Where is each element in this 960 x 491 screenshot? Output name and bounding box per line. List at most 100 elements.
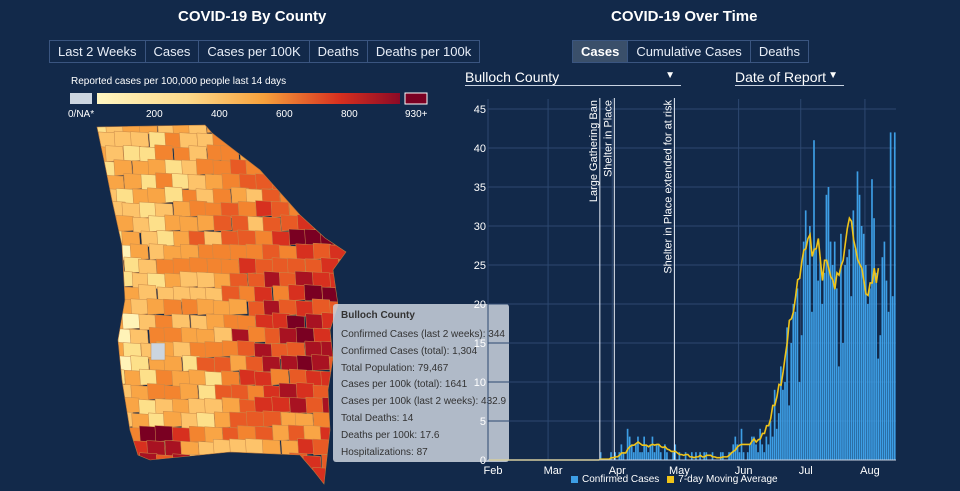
x-tick-label: Jun <box>735 465 753 477</box>
x-axis: Feb Mar Apr May Jun Jul Aug <box>484 465 880 477</box>
tab-cases[interactable]: Cases <box>146 41 200 62</box>
tab-deaths-per-100k[interactable]: Deaths per 100k <box>375 44 472 59</box>
tooltip-line: Total Deaths: 14 <box>341 412 414 424</box>
y-tick-label: 20 <box>474 299 486 311</box>
case-bar <box>804 210 807 460</box>
case-bar <box>842 343 844 460</box>
case-bar <box>759 428 761 460</box>
case-bar <box>800 335 803 460</box>
case-bar <box>867 304 869 460</box>
tab-chart-cumulative-cases[interactable]: Cumulative Cases <box>628 41 751 62</box>
case-bar <box>819 257 822 460</box>
legend-tick-800: 800 <box>341 109 358 120</box>
case-bar <box>815 249 817 460</box>
case-bar <box>782 389 784 460</box>
case-bar <box>610 452 612 460</box>
case-bar <box>659 452 662 460</box>
case-bar <box>891 296 894 460</box>
case-bar <box>821 304 824 460</box>
tab-chart-cases[interactable]: Cases <box>573 41 629 62</box>
x-tick-label: Apr <box>609 465 626 477</box>
legend-max-swatch <box>404 92 428 105</box>
county-shape[interactable] <box>130 131 150 148</box>
case-bar <box>678 452 681 460</box>
case-bar <box>877 358 880 460</box>
x-tick-label: May <box>669 465 690 477</box>
case-bar <box>763 452 766 460</box>
case-bar <box>780 366 782 460</box>
case-bar <box>730 452 732 460</box>
county-shape[interactable] <box>212 214 233 232</box>
case-bar <box>809 226 811 460</box>
county-shape[interactable] <box>179 383 199 400</box>
legend-cases-label: Confirmed Cases <box>582 474 660 485</box>
tab-cases-per-100k[interactable]: Cases per 100K <box>199 41 310 62</box>
case-bar <box>734 436 737 460</box>
date-type-select[interactable]: Date of Report ▼ <box>735 69 844 86</box>
tooltip-line: Confirmed Cases (total): 1,304 <box>341 345 478 357</box>
case-bar <box>848 249 851 460</box>
county-shape[interactable] <box>124 369 144 387</box>
case-bar <box>827 187 830 460</box>
case-bar <box>746 452 749 460</box>
x-tick-label: Feb <box>484 465 503 477</box>
case-bar <box>628 436 631 460</box>
county-shape[interactable] <box>163 355 183 373</box>
legend-tick-400: 400 <box>211 109 228 120</box>
case-bar <box>599 452 602 460</box>
case-bar <box>846 257 848 460</box>
case-bar <box>738 452 741 460</box>
x-tick-label: Aug <box>860 465 880 477</box>
tooltip-line: Total Population: 79,467 <box>341 362 449 374</box>
legend-cases-swatch <box>571 476 578 483</box>
case-bar <box>748 444 751 460</box>
case-bar <box>765 436 768 460</box>
y-tick-label: 0 <box>480 455 486 467</box>
case-bar <box>771 436 774 460</box>
tab-deaths[interactable]: Deaths <box>310 41 368 62</box>
case-bar <box>871 179 873 460</box>
case-bar <box>666 452 668 460</box>
case-bar <box>794 311 797 460</box>
case-bar <box>751 436 753 460</box>
county-shape[interactable] <box>129 243 149 261</box>
y-tick-label: 45 <box>474 104 486 116</box>
county-shape-na[interactable] <box>150 342 166 361</box>
case-bar <box>858 194 861 461</box>
case-bar <box>823 272 826 460</box>
chart-legend: Confirmed Cases 7-day Moving Average <box>571 474 778 485</box>
chart-title: COVID-19 Over Time <box>611 8 758 25</box>
case-bar <box>651 436 654 460</box>
tab-last-2-weeks[interactable]: Last 2 Weeks <box>50 41 146 62</box>
case-bar <box>719 452 722 460</box>
case-bar <box>643 436 645 460</box>
legend-na-label: 0/NA* <box>68 109 95 120</box>
case-bar <box>635 444 637 460</box>
y-tick-label: 25 <box>474 260 486 272</box>
case-bar <box>632 452 635 460</box>
county-select[interactable]: Bulloch County ▼ <box>465 69 681 86</box>
case-bar <box>862 233 865 460</box>
case-bar <box>761 444 764 460</box>
county-shape[interactable] <box>228 298 248 316</box>
case-bar <box>767 444 770 460</box>
case-bar <box>873 218 875 460</box>
legend-average-label: 7-day Moving Average <box>678 474 778 485</box>
case-bar <box>655 444 658 460</box>
case-bar <box>860 226 863 460</box>
case-bar <box>649 444 652 460</box>
case-bar <box>777 413 780 460</box>
case-bar <box>786 327 788 460</box>
legend-gradient <box>97 93 400 104</box>
legend-na-swatch <box>70 93 92 104</box>
case-bar <box>869 288 871 460</box>
tab-chart-deaths[interactable]: Deaths <box>758 44 801 59</box>
case-bar <box>806 265 809 460</box>
y-tick-label: 10 <box>474 377 486 389</box>
county-shape[interactable] <box>163 298 183 316</box>
tooltip-line: Cases per 100k (last 2 weeks): 432.9 <box>341 396 507 408</box>
case-bar <box>784 382 786 460</box>
case-bar <box>796 288 799 460</box>
case-bar <box>684 452 687 460</box>
